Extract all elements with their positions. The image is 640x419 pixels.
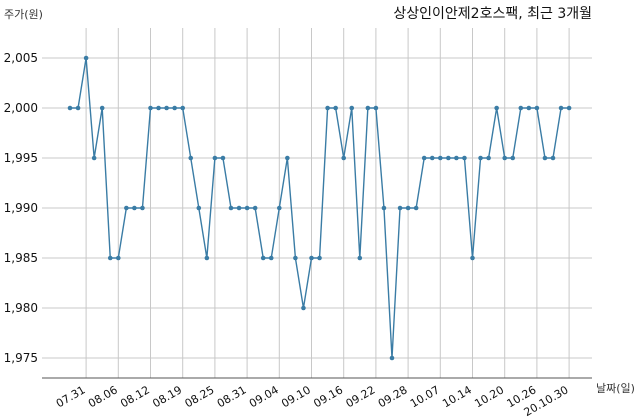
x-tick-label: 08.19 xyxy=(150,383,184,410)
data-point xyxy=(244,205,250,211)
data-point xyxy=(156,105,161,111)
y-tick-label: 2,005 xyxy=(4,51,38,65)
data-point xyxy=(293,255,298,261)
data-point xyxy=(446,155,451,161)
x-tick-label: 10.14 xyxy=(440,383,474,410)
data-point xyxy=(478,155,483,161)
x-tick-label: 09.28 xyxy=(376,383,410,410)
data-point xyxy=(454,155,459,161)
data-point xyxy=(429,155,435,161)
data-point xyxy=(285,155,290,161)
data-point xyxy=(124,205,129,211)
data-point xyxy=(502,155,508,161)
data-point xyxy=(196,205,202,211)
data-point xyxy=(317,255,322,261)
data-point xyxy=(462,155,467,161)
data-point xyxy=(486,155,491,161)
data-point xyxy=(277,205,282,211)
y-tick-label: 1,980 xyxy=(4,301,38,315)
data-point xyxy=(566,105,572,111)
x-tick-labels: 07.3108.0608.1208.1908.2508.3109.0409.10… xyxy=(54,383,571,419)
y-tick-label: 1,995 xyxy=(4,151,38,165)
data-point xyxy=(381,205,387,211)
data-point xyxy=(333,105,338,111)
data-point xyxy=(357,255,363,261)
x-tick-label: 09.04 xyxy=(247,383,281,410)
data-point xyxy=(228,205,234,211)
data-point xyxy=(325,105,330,111)
data-point xyxy=(413,205,419,211)
y-tick-label: 1,975 xyxy=(4,351,38,365)
data-point xyxy=(172,105,177,111)
x-tick-label: 09.22 xyxy=(344,383,378,410)
y-tick-labels: 1,975 1,980 1,985 1,990 1,995 2,000 2,005 xyxy=(4,51,38,365)
data-point xyxy=(373,105,379,111)
data-point xyxy=(252,205,258,211)
data-point xyxy=(534,105,540,111)
grid-lines xyxy=(42,28,592,378)
x-tick-label: 09.16 xyxy=(311,383,345,410)
data-point xyxy=(140,205,145,211)
data-point xyxy=(542,155,548,161)
price-series-points xyxy=(67,55,572,361)
x-axis-label: 날짜(일) xyxy=(596,381,635,395)
x-tick-label: 08.12 xyxy=(118,383,152,410)
data-point xyxy=(389,355,395,361)
data-point xyxy=(309,255,314,261)
data-point xyxy=(236,205,242,211)
x-tick-label: 07.31 xyxy=(54,383,88,410)
data-point xyxy=(260,255,266,261)
data-point xyxy=(438,155,443,161)
data-point xyxy=(518,105,524,111)
x-tick-label: 08.06 xyxy=(86,383,120,410)
data-point xyxy=(204,255,210,261)
data-point xyxy=(212,155,218,161)
data-point xyxy=(91,155,97,161)
y-tick-label: 1,985 xyxy=(4,251,38,265)
data-point xyxy=(510,155,516,161)
x-tick-label: 10.20 xyxy=(472,383,506,410)
data-point xyxy=(188,155,194,161)
data-point xyxy=(341,155,347,161)
data-point xyxy=(268,255,274,261)
x-tick-label: 08.25 xyxy=(183,383,217,410)
data-point xyxy=(550,155,556,161)
data-point xyxy=(220,155,226,161)
data-point xyxy=(301,305,306,311)
data-point xyxy=(83,55,89,61)
data-point xyxy=(75,105,81,111)
data-point xyxy=(405,205,411,211)
x-tick-label: 08.31 xyxy=(215,383,249,410)
data-point xyxy=(421,155,427,161)
data-point xyxy=(148,105,153,111)
data-point xyxy=(164,105,169,111)
data-point xyxy=(397,205,403,211)
x-tick-label: 10.07 xyxy=(408,383,442,410)
data-point xyxy=(107,255,113,261)
x-tick-label: 09.10 xyxy=(279,383,313,410)
data-point xyxy=(526,105,532,111)
data-point xyxy=(132,205,137,211)
data-point xyxy=(558,105,564,111)
data-point xyxy=(180,105,185,111)
data-point xyxy=(494,105,499,111)
y-axis-label: 주가(원) xyxy=(4,8,43,21)
data-point xyxy=(99,105,105,111)
data-point xyxy=(67,105,73,111)
y-tick-label: 1,990 xyxy=(4,201,38,215)
data-point xyxy=(470,255,475,261)
data-point xyxy=(365,105,371,111)
data-point xyxy=(116,255,121,261)
y-tick-label: 2,000 xyxy=(4,101,38,115)
data-point xyxy=(349,105,355,111)
chart-title: 상상인이안제2호스팩, 최근 3개월 xyxy=(393,6,592,22)
